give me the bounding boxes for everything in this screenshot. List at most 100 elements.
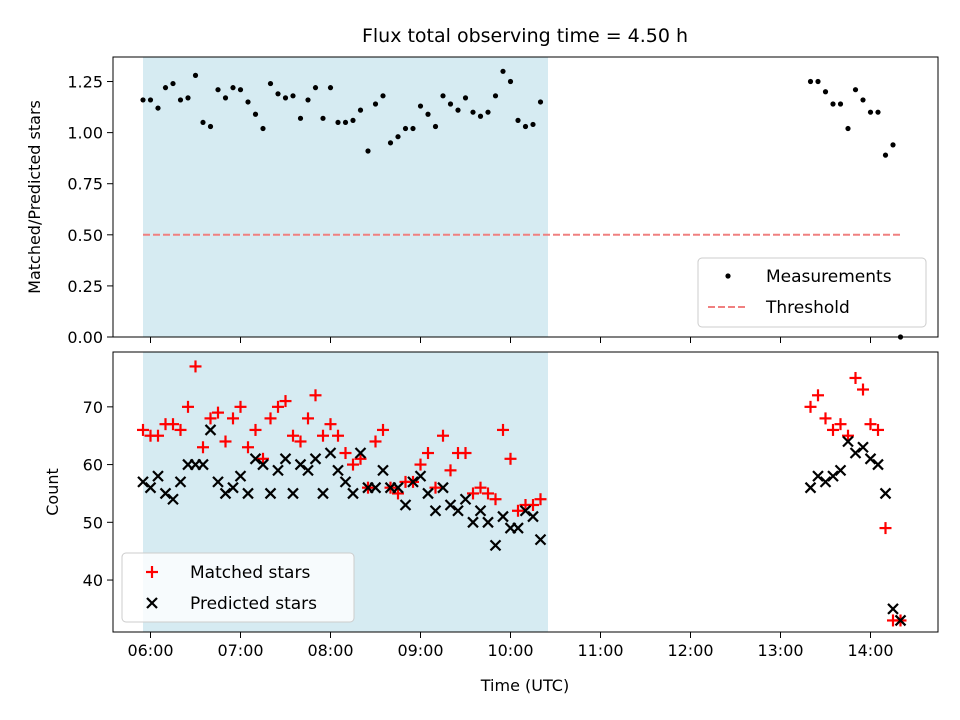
predicted-stars-point (482, 516, 494, 529)
x-tick-label: 08:00 (307, 641, 353, 660)
predicted-stars-point (864, 453, 877, 465)
predicted-stars-point (354, 447, 367, 459)
matched-stars-point (459, 447, 472, 460)
measurement-point (290, 93, 296, 99)
matched-stars-point (279, 395, 292, 408)
x-tick-label: 10:00 (487, 641, 533, 660)
predicted-stars-point (819, 476, 832, 488)
matched-stars-point (527, 498, 539, 511)
predicted-stars-point (294, 458, 307, 471)
predicted-stars-point (842, 435, 854, 448)
matched-stars-point (857, 383, 869, 396)
measurement-point (162, 85, 169, 91)
measurement-point (890, 142, 896, 148)
measurement-point (867, 109, 874, 115)
x-tick-label: 13:00 (757, 641, 803, 660)
measurement-point (252, 111, 259, 117)
predicted-stars-point (444, 499, 457, 511)
predicted-stars-point (204, 424, 217, 436)
measurement-point (320, 115, 326, 121)
predicted-stars-point (452, 504, 464, 517)
predicted-stars-point (287, 487, 299, 500)
predicted-stars-point (377, 464, 389, 477)
matched-stars-point (152, 429, 164, 442)
predicted-stars-point (302, 464, 314, 477)
measurement-point (312, 85, 319, 91)
top-y-axis-label: Matched/Predicted stars (25, 100, 44, 294)
matched-stars-point (842, 429, 854, 442)
predicted-stars-point (804, 481, 817, 494)
predicted-stars-point (512, 522, 524, 534)
predicted-stars-point (429, 504, 442, 517)
bottom-legend: Matched stars Predicted stars (121, 552, 355, 623)
measurement-point (447, 101, 454, 107)
matched-stars-point (174, 423, 187, 436)
matched-stars-point (429, 481, 442, 494)
predicted-stars-point (174, 476, 187, 488)
y-tick-label: 1.25 (67, 73, 103, 92)
measurement-point (155, 105, 161, 111)
predicted-stars-point (227, 481, 239, 494)
predicted-stars-point (392, 481, 404, 494)
predicted-stars-point (317, 487, 329, 500)
x-tick-label: 14:00 (847, 641, 893, 660)
measurement-point (327, 85, 334, 91)
matched-stars-point (227, 412, 239, 425)
predicted-stars-point (467, 516, 479, 529)
measurement-point (380, 93, 386, 99)
matched-stars-point (309, 389, 322, 402)
matched-stars-point (317, 429, 329, 442)
matched-stars-point (422, 447, 434, 460)
measurement-point (417, 103, 424, 109)
measurement-point (350, 117, 356, 123)
matched-stars-point (872, 423, 884, 436)
measurement-point (410, 125, 416, 132)
matched-stars-point (242, 441, 254, 454)
predicted-stars-point (849, 447, 862, 459)
measurement-point (282, 95, 289, 101)
predicted-stars-point (369, 481, 382, 494)
measurement-point (365, 148, 371, 154)
measurement-point (237, 87, 244, 93)
measurement-point (140, 97, 146, 103)
predicted-stars-point (879, 487, 892, 500)
measurement-point (845, 125, 851, 132)
predicted-stars-point (407, 476, 419, 488)
measurement-point (260, 125, 266, 132)
measurement-point (402, 125, 409, 132)
y-tick-label: 0.25 (67, 277, 103, 296)
predicted-stars-point (242, 487, 254, 500)
matched-stars-point (339, 447, 352, 460)
measurement-point (492, 93, 499, 99)
matched-stars-point (392, 487, 404, 500)
predicted-stars-point (422, 487, 434, 500)
predicted-stars-point (414, 470, 427, 482)
predicted-stars-point (167, 493, 179, 505)
predicted-stars-point (249, 453, 262, 465)
matched-stars-point (212, 406, 224, 419)
measurement-point (815, 78, 821, 85)
measurement-point (342, 119, 349, 126)
matched-stars-point (264, 412, 277, 425)
measurement-point (837, 101, 844, 107)
measurement-point (440, 93, 446, 99)
y-tick-label: 40 (83, 571, 103, 590)
predicted-stars-point (459, 493, 472, 505)
matched-stars-point (332, 429, 344, 442)
matched-stars-point (234, 400, 247, 413)
predicted-stars-point (324, 447, 337, 459)
predicted-stars-point (144, 481, 157, 494)
predicted-stars-point (489, 539, 502, 552)
measurement-point (192, 72, 199, 78)
matched-stars-point (437, 429, 449, 442)
legend-marker-measurements (725, 273, 731, 279)
predicted-stars-point (872, 458, 884, 471)
measurement-point (822, 89, 829, 95)
predicted-stars-point (827, 470, 839, 482)
top-legend-box (697, 257, 927, 328)
matched-stars-point (482, 487, 494, 500)
matched-stars-point (474, 481, 487, 494)
y-tick-label: 1.00 (67, 124, 103, 143)
chart-title: Flux total observing time = 4.50 h (362, 25, 688, 47)
measurement-point (425, 111, 431, 117)
